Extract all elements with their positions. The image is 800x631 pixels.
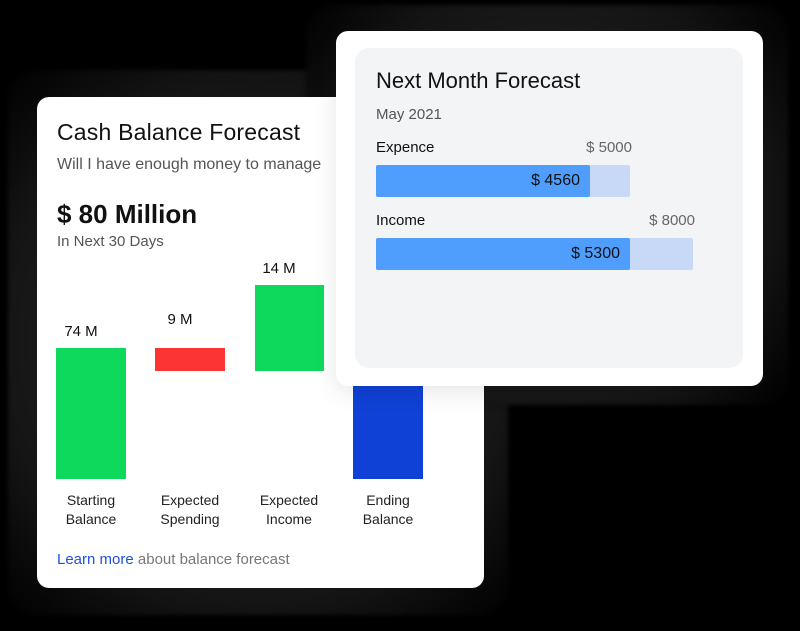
category-label: Expected Spending xyxy=(160,492,220,527)
bar-value-label: 9 M xyxy=(167,311,193,328)
income-progress-fill: $ 5300 xyxy=(376,238,630,270)
total-forecast-value: $ 80 Million xyxy=(57,199,198,229)
learn-more-link[interactable]: Learn more xyxy=(57,551,134,568)
income-max: $ 8000 xyxy=(649,212,695,229)
expence-label: Expence xyxy=(376,139,435,156)
income-label: Income xyxy=(376,212,426,229)
expence-progress-track: $ 4560 xyxy=(376,165,630,197)
category-label: Ending Balance xyxy=(362,492,414,527)
bar-expected-income xyxy=(255,285,324,371)
category-label: Starting Balance xyxy=(65,492,117,527)
card-subtitle: Will I have enough money to manage xyxy=(57,156,322,173)
forecast-panel: Next Month Forecast May 2021 Expence $ 5… xyxy=(355,48,743,368)
income-value: $ 5300 xyxy=(571,245,620,262)
card-title: Cash Balance Forecast xyxy=(57,119,301,145)
learn-more-text: Learn more about balance forecast xyxy=(57,551,290,568)
panel-date: May 2021 xyxy=(376,106,442,123)
learn-more-description: about balance forecast xyxy=(137,551,290,568)
category-label: Expected Income xyxy=(259,492,319,527)
bar-starting-balance xyxy=(56,348,126,479)
income-progress-track: $ 5300 xyxy=(376,238,693,270)
forecast-period: In Next 30 Days xyxy=(57,233,164,250)
bar-value-label: 14 M xyxy=(262,260,296,277)
expence-progress-fill: $ 4560 xyxy=(376,165,590,197)
panel-title: Next Month Forecast xyxy=(376,68,581,93)
bar-expected-spending xyxy=(155,348,225,371)
next-month-forecast-card: Next Month Forecast May 2021 Expence $ 5… xyxy=(336,31,763,386)
bar-value-label: 74 M xyxy=(64,323,98,340)
expence-max: $ 5000 xyxy=(586,139,632,156)
expence-value: $ 4560 xyxy=(531,172,580,189)
